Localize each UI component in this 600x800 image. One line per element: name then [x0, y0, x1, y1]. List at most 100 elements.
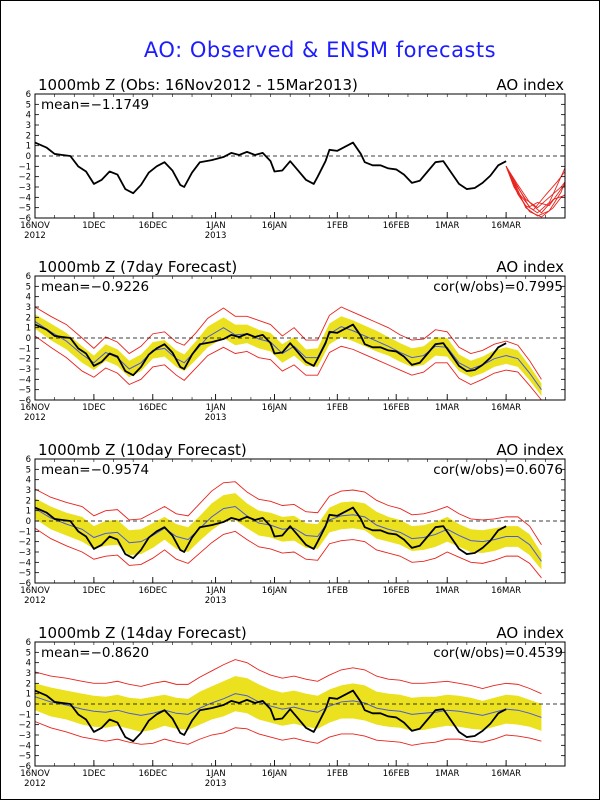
- x-tick-year-label: 2012: [24, 779, 46, 789]
- x-tick-label: 1JAN: [206, 221, 226, 231]
- y-tick-label: 6: [26, 90, 31, 100]
- y-tick-label: 1: [26, 690, 31, 700]
- y-tick-label: −6: [18, 762, 31, 772]
- forecast-member-line-7: [505, 166, 565, 208]
- x-tick-year-label: 2013: [205, 413, 227, 423]
- y-tick-label: −3: [18, 365, 31, 375]
- y-tick-label: −5: [18, 204, 31, 214]
- y-tick-label: 6: [26, 455, 31, 465]
- page-title: AO: Observed & ENSM forecasts: [143, 38, 497, 62]
- x-tick-year-label: 2013: [205, 779, 227, 789]
- x-tick-label: 16NOV: [20, 586, 50, 596]
- y-tick-label: −3: [18, 731, 31, 741]
- mean-label: mean=−0.9226: [41, 279, 149, 295]
- plot-area: [35, 141, 565, 218]
- y-tick-label: 5: [26, 100, 31, 110]
- correlation-label: cor(w/obs)=0.7995: [433, 279, 563, 295]
- chart-title: 1000mb Z (7day Forecast): [38, 258, 237, 276]
- plot-area: [35, 306, 565, 400]
- observed-ao-line: [35, 689, 507, 743]
- y-tick-label: −2: [18, 538, 31, 548]
- x-tick-label: 16FEB: [383, 586, 410, 596]
- x-tick-label: 16DEC: [138, 403, 167, 413]
- y-tick-label: −1: [18, 527, 31, 537]
- forecast-member-line-6: [505, 166, 565, 214]
- x-tick-label: 1FEB: [327, 403, 349, 413]
- chart-title: 1000mb Z (Obs: 16Nov2012 - 15Mar2013): [38, 76, 358, 94]
- y-tick-label: −1: [18, 162, 31, 172]
- x-tick-label: 1JAN: [206, 403, 226, 413]
- ensemble-lower-bound-line: [35, 721, 542, 746]
- x-tick-label: 1MAR: [435, 586, 460, 596]
- ensemble-mean-line: [35, 506, 542, 562]
- y-tick-label: 6: [26, 272, 31, 282]
- y-tick-label: −1: [18, 344, 31, 354]
- x-tick-label: 16FEB: [383, 403, 410, 413]
- y-tick-label: 6: [26, 638, 31, 648]
- mean-label: mean=−0.8620: [41, 645, 149, 661]
- y-tick-label: −1: [18, 710, 31, 720]
- x-tick-label: 1DEC: [82, 403, 105, 413]
- y-tick-label: −5: [18, 752, 31, 762]
- x-tick-label: 1MAR: [435, 403, 460, 413]
- y-tick-label: −3: [18, 548, 31, 558]
- ensemble-lower-bound-line: [35, 335, 542, 400]
- y-tick-label: 3: [26, 669, 31, 679]
- y-tick-label: −5: [18, 386, 31, 396]
- observed-ao-line: [35, 323, 507, 377]
- y-tick-label: 0: [26, 334, 31, 344]
- y-tick-label: −4: [18, 193, 31, 203]
- ensemble-upper-bound-line: [35, 481, 542, 546]
- correlation-label: cor(w/obs)=0.4539: [433, 645, 563, 661]
- x-tick-label: 1JAN: [206, 586, 226, 596]
- correlation-label: cor(w/obs)=0.6076: [433, 462, 563, 478]
- ensemble-mean-line: [35, 693, 542, 718]
- y-tick-label: 2: [26, 313, 31, 323]
- y-tick-label: −4: [18, 375, 31, 385]
- y-tick-label: 0: [26, 152, 31, 162]
- y-tick-label: −6: [18, 214, 31, 224]
- ao-index-label: AO index: [496, 76, 564, 94]
- y-tick-label: 4: [26, 293, 31, 303]
- y-tick-label: 4: [26, 476, 31, 486]
- ensemble-upper-bound-line: [35, 659, 542, 695]
- x-tick-label: 16MAR: [491, 221, 521, 231]
- x-tick-label: 16FEB: [383, 769, 410, 779]
- x-tick-label: 1MAR: [435, 769, 460, 779]
- observed-ao-line: [35, 506, 507, 560]
- y-tick-label: −3: [18, 183, 31, 193]
- x-tick-label: 1JAN: [206, 769, 226, 779]
- x-tick-label: 1FEB: [327, 769, 349, 779]
- x-tick-label: 16NOV: [20, 221, 50, 231]
- y-tick-label: 3: [26, 121, 31, 131]
- x-tick-label: 16FEB: [383, 221, 410, 231]
- y-tick-label: 1: [26, 324, 31, 334]
- observed-ao-line: [35, 141, 507, 195]
- ao-index-label: AO index: [496, 624, 564, 642]
- ensemble-lower-bound-line: [35, 527, 542, 579]
- x-tick-label: 1MAR: [435, 221, 460, 231]
- x-tick-label: 16MAR: [491, 403, 521, 413]
- x-tick-label: 1FEB: [327, 221, 349, 231]
- x-tick-label: 16DEC: [138, 586, 167, 596]
- y-tick-label: 5: [26, 282, 31, 292]
- x-tick-label: 16JAN: [262, 221, 287, 231]
- x-tick-year-label: 2012: [24, 596, 46, 606]
- y-tick-label: −4: [18, 558, 31, 568]
- x-tick-label: 1DEC: [82, 586, 105, 596]
- chart-title: 1000mb Z (14day Forecast): [38, 624, 247, 642]
- y-tick-label: 4: [26, 659, 31, 669]
- ao-index-label: AO index: [496, 441, 564, 459]
- forecast-member-line-2: [505, 166, 565, 217]
- y-tick-label: −5: [18, 569, 31, 579]
- x-tick-year-label: 2012: [24, 413, 46, 423]
- ensemble-spread-band: [35, 493, 542, 570]
- chart-title: 1000mb Z (10day Forecast): [38, 441, 247, 459]
- y-tick-label: −4: [18, 741, 31, 751]
- ensemble-upper-bound-line: [35, 306, 542, 380]
- x-tick-label: 16JAN: [262, 403, 287, 413]
- y-tick-label: 1: [26, 507, 31, 517]
- y-tick-label: −2: [18, 721, 31, 731]
